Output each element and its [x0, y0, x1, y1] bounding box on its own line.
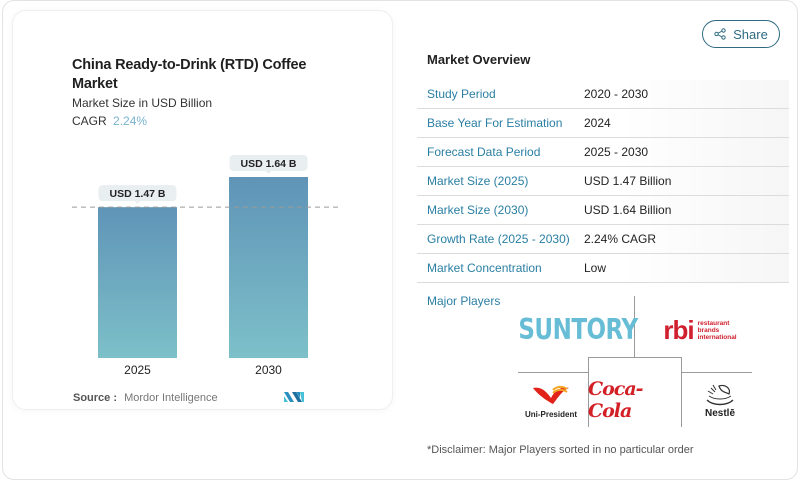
overview-row-market-size-2030: Market Size (2030) USD 1.64 Billion — [417, 196, 789, 225]
row-value: USD 1.47 Billion — [584, 174, 672, 188]
row-value: Low — [584, 261, 607, 275]
grid-divider — [682, 372, 752, 373]
overview-row-market-concentration: Market Concentration Low — [417, 254, 789, 283]
source-label: Source : — [73, 392, 118, 404]
source-line: Source : Mordor Intelligence — [73, 392, 218, 404]
row-label: Market Size (2025) — [427, 174, 529, 188]
market-overview-table: Study Period 2020 - 2030 Base Year For E… — [417, 80, 789, 283]
rbi-word: brands — [697, 326, 720, 334]
chart-cagr: CAGR 2.24% — [72, 114, 147, 128]
row-label: Forecast Data Period — [427, 145, 541, 159]
grid-divider — [588, 357, 589, 427]
cagr-label: CAGR — [72, 114, 107, 128]
row-value: USD 1.64 Billion — [584, 203, 672, 217]
chart-card — [12, 10, 393, 410]
nestle-nest-icon — [706, 384, 734, 405]
suntory-logo: SUNTORY — [518, 313, 638, 347]
grid-divider — [681, 357, 682, 427]
share-label: Share — [733, 26, 768, 42]
share-icon — [714, 28, 726, 40]
overview-row-forecast-period: Forecast Data Period 2025 - 2030 — [417, 138, 789, 167]
disclaimer: *Disclaimer: Major Players sorted in no … — [427, 444, 694, 456]
overview-row-market-size-2025: Market Size (2025) USD 1.47 Billion — [417, 167, 789, 196]
grid-divider — [518, 372, 588, 373]
uni-president-text: Uni-President — [524, 409, 577, 419]
chart-title: China Ready-to-Drink (RTD) Coffee Market — [72, 57, 307, 92]
coca-cola-logo: Coca-Cola — [588, 378, 644, 422]
uni-president-bird-icon — [533, 385, 569, 404]
row-label: Market Concentration — [427, 261, 542, 275]
x-tick-label-2025: 2025 — [124, 363, 151, 377]
nestle-logo: Nestlē — [690, 370, 750, 430]
share-button[interactable]: Share — [702, 20, 780, 48]
row-value: 2024 — [584, 116, 611, 130]
mordor-intelligence-logo — [284, 392, 304, 402]
data-label-text: USD 1.47 B — [109, 188, 165, 200]
grid-divider — [588, 357, 682, 358]
rbi-word: international — [697, 333, 737, 341]
major-players-label: Major Players — [427, 294, 501, 308]
grid-divider — [634, 296, 635, 358]
rbi-mark: rbi — [663, 314, 694, 345]
data-label-text: USD 1.64 B — [240, 158, 296, 170]
rbi-wordmark: restaurant brands international — [698, 320, 737, 341]
row-label: Growth Rate (2025 - 2030) — [427, 232, 570, 246]
market-overview-title: Market Overview — [427, 52, 531, 67]
rbi-word: restaurant — [697, 319, 730, 327]
uni-president-logo: Uni-President — [514, 370, 588, 430]
data-label-2025: USD 1.47 B — [98, 185, 177, 205]
row-value: 2025 - 2030 — [584, 145, 649, 159]
row-value: 2.24% CAGR — [584, 232, 657, 246]
row-label: Study Period — [427, 87, 496, 101]
bar-2030 — [229, 177, 308, 358]
overview-row-study-period: Study Period 2020 - 2030 — [417, 80, 789, 109]
cagr-value: 2.24% — [113, 114, 148, 128]
chart-subtitle: Market Size in USD Billion — [72, 96, 213, 110]
bar-2025 — [98, 207, 177, 358]
x-tick-label-2030: 2030 — [255, 363, 282, 377]
row-label: Market Size (2030) — [427, 203, 529, 217]
rbi-logo: rbi restaurant brands international — [640, 300, 760, 360]
nestle-text: Nestlē — [704, 407, 735, 419]
row-value: 2020 - 2030 — [584, 87, 649, 101]
data-label-2030: USD 1.64 B — [229, 155, 308, 174]
row-label: Base Year For Estimation — [427, 116, 563, 130]
overview-row-base-year: Base Year For Estimation 2024 — [417, 109, 789, 138]
source-value: Mordor Intelligence — [124, 392, 218, 404]
overview-row-growth-rate: Growth Rate (2025 - 2030) 2.24% CAGR — [417, 225, 789, 254]
